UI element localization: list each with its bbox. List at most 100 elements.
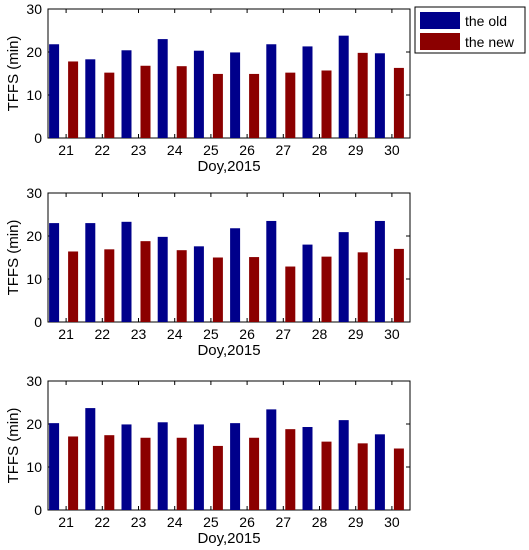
bar-new — [140, 65, 151, 138]
bar-old — [121, 50, 132, 138]
x-tick-label: 25 — [203, 326, 219, 342]
y-axis-label: TFFS (min) — [5, 408, 22, 484]
chart-panel-1: 0 10 20 30 21 22 23 24 25 26 27 28 29 30 Doy,2015 TFFS … — [5, 1, 411, 175]
bar-new — [285, 429, 296, 510]
bar-old — [193, 246, 204, 322]
x-tick-label: 24 — [167, 514, 183, 530]
x-tick-label: 30 — [384, 326, 400, 342]
x-tick-label: 24 — [167, 326, 183, 342]
y-tick-label: 30 — [26, 185, 42, 201]
y-tick-label: 0 — [34, 314, 42, 330]
bar-old — [85, 223, 96, 322]
bar-old — [374, 53, 385, 138]
y-axis-label: TFFS (min) — [5, 220, 22, 296]
x-tick-label: 29 — [348, 514, 364, 530]
bar-old — [157, 236, 168, 322]
x-tick-label: 28 — [312, 142, 328, 158]
bar-new — [285, 266, 296, 322]
bar-new — [321, 256, 332, 322]
bar-old — [230, 52, 241, 138]
legend: the old the new — [414, 6, 526, 54]
bar-old — [49, 44, 60, 139]
bar-new — [68, 436, 79, 510]
chart-panel-2: 0 10 20 30 21 22 23 24 25 26 27 28 29 30 Doy,2015 TFFS … — [5, 185, 411, 359]
bar-new — [212, 257, 223, 322]
x-tick-label: 28 — [312, 326, 328, 342]
x-tick-label: 21 — [58, 326, 74, 342]
bar-new — [104, 435, 115, 510]
x-tick-label: 23 — [131, 326, 147, 342]
bar-new — [357, 252, 368, 322]
bar-old — [338, 232, 349, 322]
y-tick-label: 30 — [26, 373, 42, 389]
bar-new — [176, 437, 187, 510]
y-tick-label: 30 — [26, 1, 42, 17]
y-tick-label: 0 — [34, 502, 42, 518]
bar-new — [104, 72, 115, 138]
bar-new — [393, 248, 404, 322]
bar-new — [357, 443, 368, 510]
bar-new — [249, 257, 260, 322]
bar-old — [49, 223, 60, 322]
bar-old — [157, 39, 168, 138]
bar-new — [321, 70, 332, 138]
bar-old — [302, 46, 313, 138]
y-tick-label: 10 — [26, 459, 42, 475]
y-tick-label: 10 — [26, 87, 42, 103]
x-tick-label: 21 — [58, 142, 74, 158]
y-axis-label: TFFS (min) — [5, 36, 22, 112]
x-tick-label: 26 — [239, 514, 255, 530]
bar-old — [230, 423, 241, 510]
y-tick-label: 20 — [26, 416, 42, 432]
bar-old — [302, 244, 313, 322]
x-axis-label: Doy,2015 — [197, 158, 260, 175]
y-tick-label: 0 — [34, 130, 42, 146]
bar-new — [393, 448, 404, 510]
legend-swatch-old — [420, 12, 460, 29]
x-tick-label: 21 — [58, 514, 74, 530]
bar-old — [374, 434, 385, 510]
bar-new — [68, 251, 79, 322]
bar-old — [338, 35, 349, 138]
legend-swatch-new — [420, 33, 460, 50]
x-tick-label: 26 — [239, 326, 255, 342]
y-tick-label: 10 — [26, 271, 42, 287]
bar-new — [249, 73, 260, 138]
legend-label-old: the old — [465, 13, 507, 29]
y-tick-label: 20 — [26, 228, 42, 244]
x-tick-label: 29 — [348, 326, 364, 342]
x-tick-label: 27 — [276, 142, 292, 158]
bar-old — [230, 228, 241, 322]
x-tick-label: 29 — [348, 142, 364, 158]
bar-new — [176, 66, 187, 138]
bar-old — [157, 422, 168, 510]
x-tick-label: 25 — [203, 514, 219, 530]
x-tick-label: 30 — [384, 514, 400, 530]
bar-new — [68, 61, 79, 138]
bar-new — [140, 241, 151, 322]
bar-old — [49, 423, 60, 510]
x-tick-label: 27 — [276, 326, 292, 342]
x-tick-label: 25 — [203, 142, 219, 158]
bar-old — [374, 220, 385, 322]
x-tick-label: 23 — [131, 514, 147, 530]
bar-old — [85, 408, 96, 510]
bar-old — [85, 59, 96, 139]
bar-old — [266, 44, 277, 139]
bar-old — [193, 50, 204, 138]
bar-old — [121, 424, 132, 510]
bar-new — [393, 67, 404, 138]
plot-area — [47, 192, 411, 323]
y-tick-label: 20 — [26, 44, 42, 60]
x-tick-label: 24 — [167, 142, 183, 158]
x-tick-label: 23 — [131, 142, 147, 158]
bar-new — [212, 73, 223, 138]
bar-new — [104, 249, 115, 322]
bar-old — [338, 420, 349, 510]
x-tick-label: 22 — [95, 142, 111, 158]
bar-new — [249, 437, 260, 510]
bar-old — [121, 221, 132, 322]
bar-old — [302, 427, 313, 510]
bar-old — [266, 220, 277, 322]
